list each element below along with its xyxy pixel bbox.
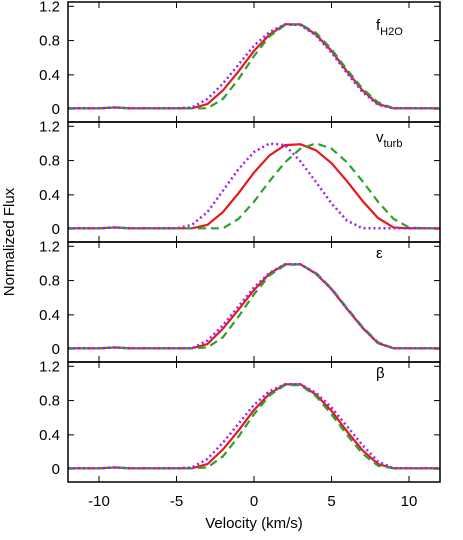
data-line	[68, 263, 440, 350]
y-tick-label: 1.2	[39, 238, 60, 255]
x-tick-label: 0	[250, 493, 258, 510]
panel-label-main: β	[376, 365, 385, 382]
data-line	[68, 383, 440, 470]
panel-label-main: f	[376, 17, 381, 34]
data-line	[68, 383, 440, 470]
panel-label-sub: turb	[384, 138, 403, 150]
y-tick-label: 0.8	[39, 393, 60, 410]
data-line	[68, 142, 440, 230]
y-tick-label: 0	[52, 221, 60, 238]
y-tick-label: 0.4	[39, 307, 60, 324]
plot-frame	[67, 361, 441, 483]
data-line	[68, 23, 440, 110]
y-tick-label: 0.8	[39, 153, 60, 170]
plot-frame	[67, 1, 441, 123]
y-tick-label: 0.4	[39, 67, 60, 84]
y-tick-label: 0.4	[39, 187, 60, 204]
panel-label-sub: H2O	[380, 26, 403, 38]
y-tick-label: 1.2	[39, 0, 60, 15]
data-line	[68, 263, 440, 350]
data-line	[68, 263, 440, 350]
x-tick-label: -10	[88, 493, 110, 510]
x-tick-label: -5	[170, 493, 183, 510]
y-tick-label: 0.8	[39, 33, 60, 50]
panel-label: fH2O	[376, 17, 403, 38]
panel-label-main: v	[376, 129, 384, 146]
plot-frame	[67, 241, 441, 363]
panel-label: ε	[376, 245, 383, 262]
panel-label: β	[376, 365, 385, 382]
panel-label-main: ε	[376, 245, 383, 262]
y-tick-label: 0	[52, 461, 60, 478]
y-tick-label: 0	[52, 101, 60, 118]
y-tick-label: 1.2	[39, 358, 60, 375]
data-line	[68, 23, 440, 110]
y-tick-label: 0	[52, 341, 60, 358]
x-axis-label: Velocity (km/s)	[205, 515, 303, 532]
x-tick-label: 5	[327, 493, 335, 510]
data-line	[68, 142, 440, 230]
x-tick-label: 10	[401, 493, 418, 510]
data-line	[68, 384, 440, 470]
panel-label: vturb	[376, 129, 402, 150]
y-tick-label: 0.8	[39, 273, 60, 290]
y-tick-label: 1.2	[39, 118, 60, 135]
y-axis-label: Normalized Flux	[1, 187, 18, 296]
y-tick-label: 0.4	[39, 427, 60, 444]
data-line	[68, 143, 440, 230]
